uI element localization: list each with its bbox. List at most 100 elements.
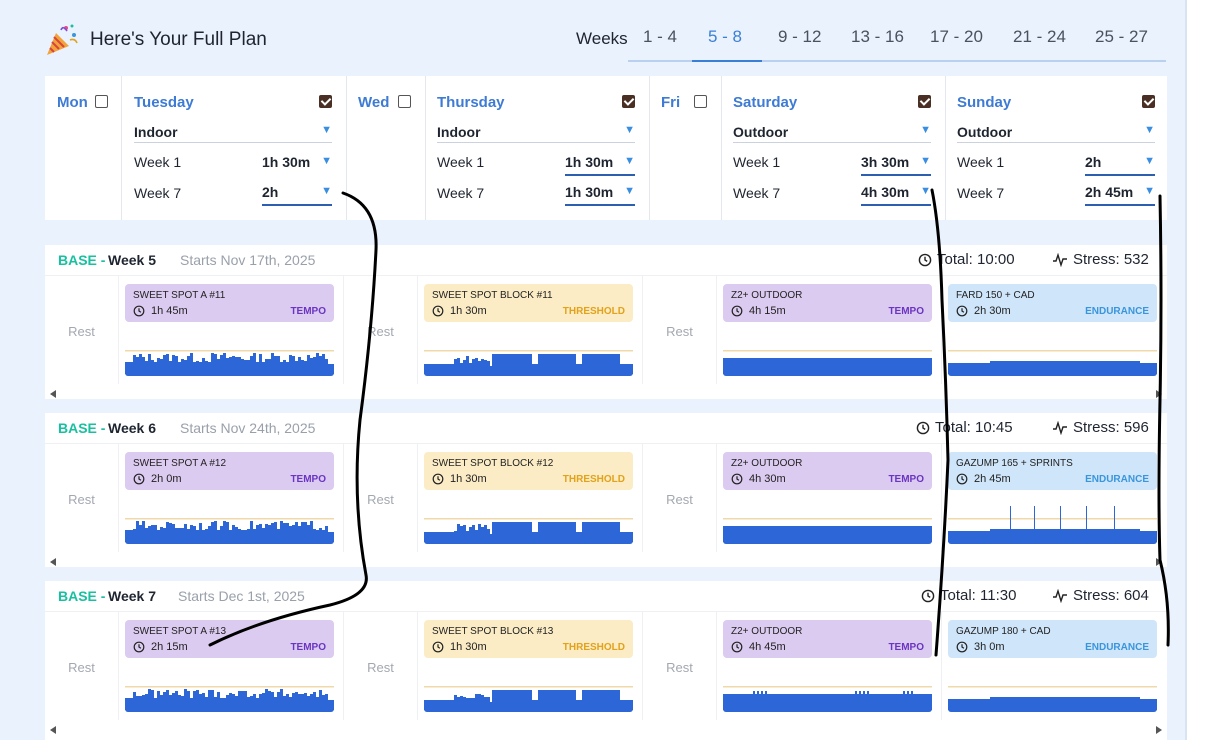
profile-bar <box>313 692 316 710</box>
day-checkbox-tue[interactable] <box>319 95 332 108</box>
scroll-right-arrow[interactable] <box>1156 558 1162 566</box>
day-cell-tue[interactable]: SWEET SPOT A #11 1h 45m TEMPO <box>119 276 344 384</box>
ftp-line <box>723 350 932 352</box>
scroll-right-arrow[interactable] <box>1156 390 1162 398</box>
profile-bar <box>463 525 466 542</box>
profile-bar <box>1034 506 1035 542</box>
week7-duration-tue[interactable]: 2h ▼ <box>262 184 332 206</box>
profile-base <box>948 706 1157 712</box>
day-cell-thu[interactable]: SWEET SPOT BLOCK #12 1h 30m THRESHOLD <box>418 444 643 552</box>
type-select-sat[interactable]: Outdoor ▼ <box>733 124 931 143</box>
day-cell-sun[interactable]: GAZUMP 180 + CAD 3h 0m ENDURANCE <box>942 612 1167 720</box>
day-checkbox-sat[interactable] <box>918 95 931 108</box>
profile-bar <box>133 692 136 710</box>
week1-duration-thu[interactable]: 1h 30m ▼ <box>565 154 635 176</box>
scroll-left-arrow[interactable] <box>50 726 56 734</box>
tab-weeks-21-24[interactable]: 21 - 24 <box>1013 27 1066 46</box>
profile-bar <box>484 697 487 710</box>
workout-card[interactable]: SWEET SPOT BLOCK #13 1h 30m THRESHOLD <box>424 620 633 658</box>
profile-bar <box>187 529 190 542</box>
day-checkbox-wed[interactable] <box>398 95 411 108</box>
tab-weeks-1-4[interactable]: 1 - 4 <box>643 27 678 46</box>
duration-value: 2h <box>1085 154 1102 170</box>
week7-duration-sat[interactable]: 4h 30m ▼ <box>861 184 931 206</box>
type-select-thu[interactable]: Indoor ▼ <box>437 124 635 143</box>
profile-bar <box>538 522 576 542</box>
week1-duration-sun[interactable]: 2h ▼ <box>1085 154 1155 176</box>
clock-icon <box>133 641 145 653</box>
workout-card[interactable]: SWEET SPOT BLOCK #12 1h 30m THRESHOLD <box>424 452 633 490</box>
profile-bar <box>181 696 184 710</box>
workout-card[interactable]: Z2+ OUTDOOR 4h 30m TEMPO <box>723 452 932 490</box>
workout-zone: THRESHOLD <box>562 642 625 653</box>
ftp-line <box>723 518 932 520</box>
workout-card[interactable]: GAZUMP 180 + CAD 3h 0m ENDURANCE <box>948 620 1157 658</box>
day-cell-fri: Rest <box>643 276 717 384</box>
profile-base <box>948 538 1157 544</box>
profile-bar <box>538 690 576 710</box>
profile-bar <box>532 532 538 542</box>
profile-bar <box>214 697 217 710</box>
workout-card[interactable]: GAZUMP 165 + SPRINTS 2h 45m ENDURANCE <box>948 452 1157 490</box>
workout-card[interactable]: SWEET SPOT A #11 1h 45m TEMPO <box>125 284 334 322</box>
day-config-thu: Thursday Indoor ▼ Week 1 1h 30m ▼ Week 7… <box>425 76 650 220</box>
tab-weeks-17-20[interactable]: 17 - 20 <box>930 27 983 46</box>
tab-weeks-25-27[interactable]: 25 - 27 <box>1095 27 1148 46</box>
day-checkbox-fri[interactable] <box>694 95 707 108</box>
week1-label: Week 1 <box>134 154 182 170</box>
scroll-left-arrow[interactable] <box>50 558 56 566</box>
week1-duration-sat[interactable]: 3h 30m ▼ <box>861 154 931 176</box>
day-checkbox-mon[interactable] <box>95 95 108 108</box>
profile-bar <box>256 698 259 710</box>
week-header: BASE - Week 7 Starts Dec 1st, 2025 Total… <box>45 581 1167 612</box>
day-cell-sat[interactable]: Z2+ OUTDOOR 4h 45m TEMPO <box>717 612 942 720</box>
day-checkbox-sun[interactable] <box>1142 95 1155 108</box>
profile-bar <box>460 526 463 542</box>
scroll-left-arrow[interactable] <box>50 390 56 398</box>
workout-duration: 1h 30m <box>450 641 487 653</box>
week7-duration-sun[interactable]: 2h 45m ▼ <box>1085 184 1155 206</box>
tab-weeks-13-16[interactable]: 13 - 16 <box>851 27 904 46</box>
day-cell-sun[interactable]: GAZUMP 165 + SPRINTS 2h 45m ENDURANCE <box>942 444 1167 552</box>
type-select-sun[interactable]: Outdoor ▼ <box>957 124 1155 143</box>
tab-weeks-9-12[interactable]: 9 - 12 <box>778 27 822 46</box>
workout-card[interactable]: SWEET SPOT A #12 2h 0m TEMPO <box>125 452 334 490</box>
workout-card[interactable]: SWEET SPOT BLOCK #11 1h 30m THRESHOLD <box>424 284 633 322</box>
tab-weeks-5-8[interactable]: 5 - 8 <box>708 27 743 46</box>
workout-card[interactable]: FARD 150 + CAD 2h 30m ENDURANCE <box>948 284 1157 322</box>
day-cell-tue[interactable]: SWEET SPOT A #12 2h 0m TEMPO <box>119 444 344 552</box>
profile-bar <box>475 694 478 710</box>
day-cell-tue[interactable]: SWEET SPOT A #13 2h 15m TEMPO <box>119 612 344 720</box>
profile-bar <box>157 358 160 374</box>
workout-card[interactable]: Z2+ OUTDOOR 4h 45m TEMPO <box>723 620 932 658</box>
profile-bar <box>1140 531 1157 542</box>
profile-bar <box>576 700 582 710</box>
week1-duration-tue[interactable]: 1h 30m ▼ <box>262 154 332 176</box>
workout-duration: 1h 30m <box>450 305 487 317</box>
day-cell-sat[interactable]: Z2+ OUTDOOR 4h 30m TEMPO <box>717 444 942 552</box>
workout-duration: 1h 30m <box>450 473 487 485</box>
profile-bar <box>855 691 857 710</box>
profile-base <box>125 370 334 376</box>
scroll-right-arrow[interactable] <box>1156 726 1162 734</box>
profile-bar <box>457 358 460 374</box>
profile-bar <box>1086 506 1087 542</box>
day-cell-sat[interactable]: Z2+ OUTDOOR 4h 15m TEMPO <box>717 276 942 384</box>
day-name: Saturday <box>733 94 798 111</box>
day-cell-thu[interactable]: SWEET SPOT BLOCK #11 1h 30m THRESHOLD <box>418 276 643 384</box>
profile-base <box>424 706 633 712</box>
workout-duration: 2h 0m <box>151 473 182 485</box>
week7-label: Week 7 <box>733 185 781 201</box>
workout-duration: 4h 15m <box>749 305 786 317</box>
workout-card[interactable]: SWEET SPOT A #13 2h 15m TEMPO <box>125 620 334 658</box>
clock-icon <box>432 473 444 485</box>
type-select-tue[interactable]: Indoor ▼ <box>134 124 332 143</box>
day-checkbox-thu[interactable] <box>622 95 635 108</box>
day-cell-thu[interactable]: SWEET SPOT BLOCK #13 1h 30m THRESHOLD <box>418 612 643 720</box>
day-cell-sun[interactable]: FARD 150 + CAD 2h 30m ENDURANCE <box>942 276 1167 384</box>
profile-bar <box>148 689 151 710</box>
week7-duration-thu[interactable]: 1h 30m ▼ <box>565 184 635 206</box>
profile-bar <box>133 355 136 374</box>
week-range-tabs: 1 - 4 5 - 8 9 - 12 13 - 16 17 - 20 21 - … <box>628 22 1166 62</box>
workout-card[interactable]: Z2+ OUTDOOR 4h 15m TEMPO <box>723 284 932 322</box>
